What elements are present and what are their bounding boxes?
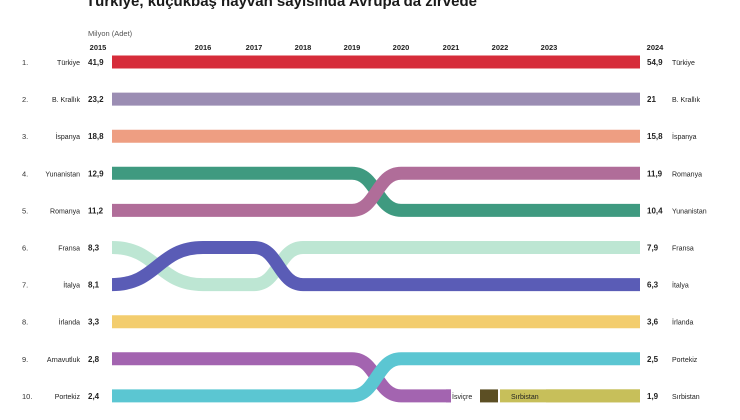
rank-label: 2. (22, 95, 28, 104)
left-country-label: Fransa (58, 246, 80, 253)
right-country-label: İtalya (672, 281, 689, 290)
right-value-label: 3,6 (647, 318, 659, 327)
left-labels: 1. Türkiye 41,9 2. B. Krallık 23,2 3. İspanya 18… (22, 58, 104, 401)
year-label-2016: 2016 (195, 43, 212, 52)
right-value-label: 21 (647, 95, 656, 104)
left-value-label: 8,1 (88, 281, 100, 290)
series-line-romanya (112, 166, 640, 217)
right-country-label: Yunanistan (672, 208, 707, 215)
year-label-2021: 2021 (443, 43, 460, 52)
left-value-label: 2,8 (88, 355, 100, 364)
right-value-label: 15,8 (647, 132, 663, 141)
rank-label: 4. (22, 169, 28, 178)
series-end-marker (480, 389, 498, 403)
series-line-arnavutluk (112, 352, 451, 403)
unit-label: Milyon (Adet) (88, 29, 133, 38)
year-label-2017: 2017 (246, 43, 263, 52)
rank-label: 3. (22, 132, 28, 141)
right-value-label: 7,9 (647, 244, 659, 253)
rank-label: 1. (22, 58, 28, 67)
left-value-label: 23,2 (88, 95, 104, 104)
year-label-2018: 2018 (295, 43, 312, 52)
rank-label: 5. (22, 206, 28, 215)
year-label-2019: 2019 (344, 43, 361, 52)
left-country-label: Yunanistan (45, 171, 80, 178)
left-country-label: Arnavutluk (47, 357, 81, 364)
right-country-label: B. Krallık (672, 97, 701, 104)
rank-label: 10. (22, 392, 32, 401)
right-country-label: Romanya (672, 171, 702, 178)
chart-title: Türkiye, küçükbaş hayvan sayısında Avrup… (86, 0, 477, 10)
series-line-fransa (111, 241, 640, 292)
right-value-label: 54,9 (647, 58, 663, 67)
right-value-label: 10,4 (647, 206, 663, 215)
right-country-label: İspanya (672, 132, 697, 141)
series-line-italya (111, 241, 640, 292)
year-label-2020: 2020 (393, 43, 410, 52)
right-country-label: Türkiye (672, 60, 695, 67)
right-country-label: İrlanda (672, 318, 694, 327)
left-value-label: 8,3 (88, 244, 100, 253)
left-country-label: Romanya (50, 208, 80, 215)
rank-label: 9. (22, 355, 28, 364)
left-country-label: Türkiye (57, 60, 80, 67)
rank-label: 8. (22, 318, 28, 327)
series-end-label: İsviçre (452, 392, 472, 401)
left-country-label: İrlanda (59, 318, 81, 327)
year-label-2022: 2022 (492, 43, 509, 52)
left-value-label: 2,4 (88, 392, 100, 401)
series-start-label: Sırbistan (511, 394, 539, 401)
left-value-label: 41,9 (88, 58, 104, 67)
left-country-label: İspanya (55, 132, 80, 141)
right-country-label: Fransa (672, 246, 694, 253)
right-value-label: 1,9 (647, 392, 659, 401)
year-label-2023: 2023 (541, 43, 558, 52)
series-line-portekiz (112, 352, 640, 403)
left-country-label: B. Krallık (52, 97, 81, 104)
right-value-label: 2,5 (647, 355, 659, 364)
series-layer: İsviçre Sırbistan (111, 55, 640, 403)
left-country-label: İtalya (63, 281, 80, 290)
right-labels: 54,9 Türkiye 21 B. Krallık 15,8 İspanya 11,9 Ro… (647, 58, 707, 401)
year-label-2015: 2015 (90, 43, 107, 52)
left-value-label: 3,3 (88, 318, 100, 327)
year-labels: 2015 2016 2017 2018 2019 2020 2021 2022 2023 2024 (90, 43, 665, 52)
left-value-label: 12,9 (88, 169, 104, 178)
right-value-label: 6,3 (647, 281, 659, 290)
rank-label: 6. (22, 244, 28, 253)
left-value-label: 18,8 (88, 132, 104, 141)
left-country-label: Portekiz (55, 394, 81, 401)
right-value-label: 11,9 (647, 169, 663, 178)
left-value-label: 11,2 (88, 206, 104, 215)
rank-label: 7. (22, 281, 28, 290)
right-country-label: Portekiz (672, 357, 698, 364)
right-country-label: Sırbistan (672, 394, 700, 401)
year-label-2024: 2024 (647, 43, 665, 52)
